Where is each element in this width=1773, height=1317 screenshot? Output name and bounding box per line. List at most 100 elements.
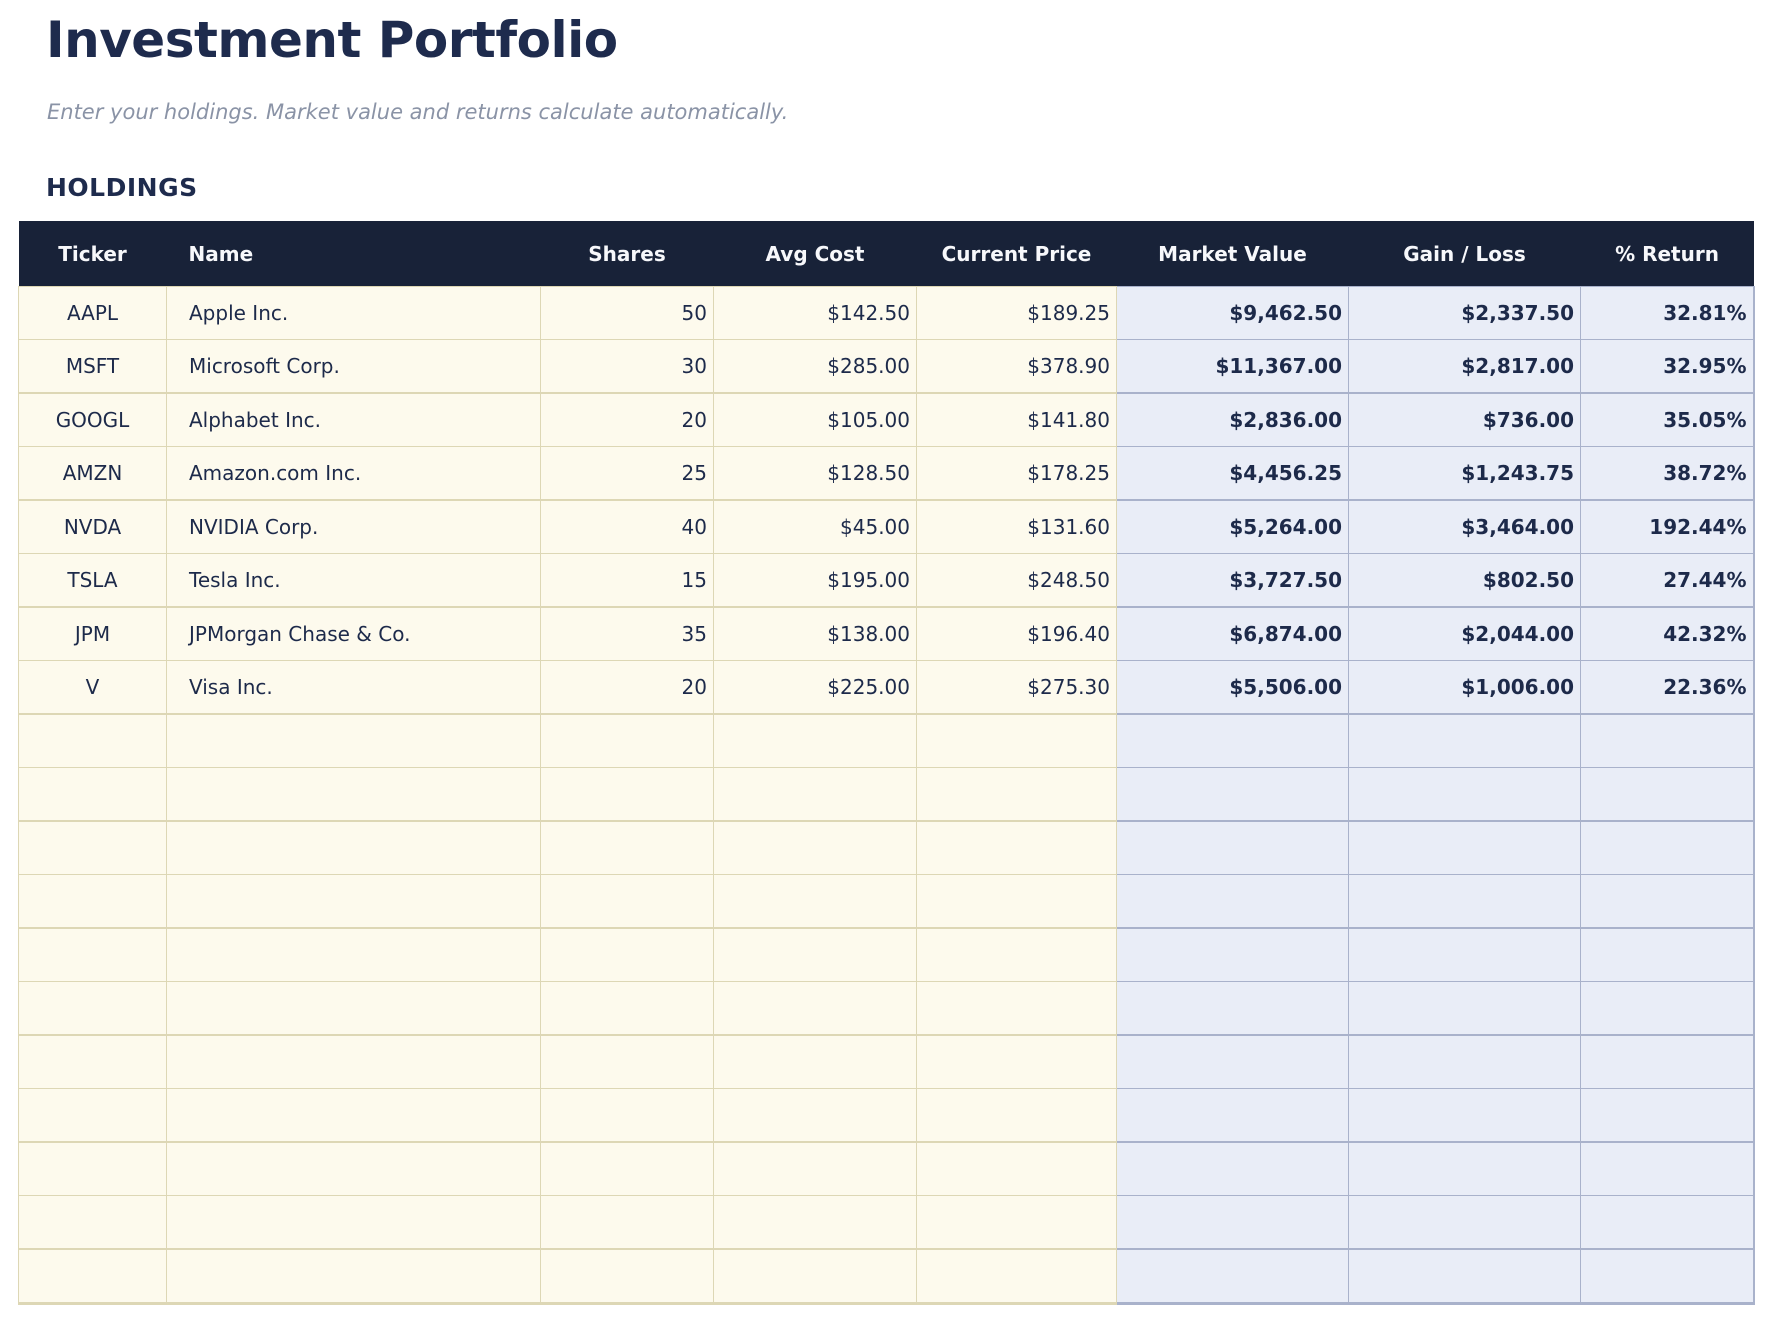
empty-cell-shares[interactable] — [540, 820, 714, 875]
cell-current-price[interactable]: $275.30 — [916, 660, 1117, 715]
empty-cell-avg-cost[interactable] — [713, 874, 917, 929]
cell-name[interactable]: NVIDIA Corp. — [166, 499, 541, 554]
empty-cell-current-price[interactable] — [916, 1141, 1117, 1196]
empty-cell-current-price[interactable] — [916, 767, 1117, 822]
empty-cell-shares[interactable] — [540, 1195, 714, 1250]
cell-ticker[interactable]: JPM — [18, 606, 167, 661]
empty-cell-current-price[interactable] — [916, 1088, 1117, 1143]
cell-name[interactable]: Apple Inc. — [166, 286, 541, 340]
cell-avg-cost[interactable]: $142.50 — [713, 286, 917, 340]
empty-cell-shares[interactable] — [540, 1034, 714, 1089]
empty-cell-avg-cost[interactable] — [713, 927, 917, 982]
cell-shares[interactable]: 15 — [540, 553, 714, 608]
cell-ticker[interactable]: AAPL — [18, 286, 167, 340]
empty-cell-avg-cost[interactable] — [713, 1088, 917, 1143]
cell-name[interactable]: Alphabet Inc. — [166, 392, 541, 447]
empty-cell-ticker[interactable] — [18, 713, 167, 768]
empty-cell-market-value — [1116, 1088, 1349, 1143]
cell-current-price[interactable]: $378.90 — [916, 339, 1117, 394]
empty-cell-current-price[interactable] — [916, 1034, 1117, 1089]
empty-cell-current-price[interactable] — [916, 927, 1117, 982]
cell-name[interactable]: JPMorgan Chase & Co. — [166, 606, 541, 661]
cell-name[interactable]: Tesla Inc. — [166, 553, 541, 608]
empty-cell-ticker[interactable] — [18, 767, 167, 822]
cell-name[interactable]: Visa Inc. — [166, 660, 541, 715]
empty-cell-name[interactable] — [166, 927, 541, 982]
empty-cell-name[interactable] — [166, 874, 541, 929]
empty-cell-shares[interactable] — [540, 1141, 714, 1196]
cell-shares[interactable]: 35 — [540, 606, 714, 661]
empty-cell-current-price[interactable] — [916, 820, 1117, 875]
cell-ticker[interactable]: MSFT — [18, 339, 167, 394]
cell-avg-cost[interactable]: $45.00 — [713, 499, 917, 554]
empty-cell-name[interactable] — [166, 1088, 541, 1143]
empty-cell-avg-cost[interactable] — [713, 1141, 917, 1196]
cell-name[interactable]: Microsoft Corp. — [166, 339, 541, 394]
empty-cell-avg-cost[interactable] — [713, 1195, 917, 1250]
empty-cell-name[interactable] — [166, 1034, 541, 1089]
empty-cell-shares[interactable] — [540, 1088, 714, 1143]
cell-current-price[interactable]: $178.25 — [916, 446, 1117, 501]
empty-cell-shares[interactable] — [540, 981, 714, 1036]
empty-cell-name[interactable] — [166, 713, 541, 768]
empty-cell-ticker[interactable] — [18, 927, 167, 982]
cell-shares[interactable]: 40 — [540, 499, 714, 554]
cell-shares[interactable]: 20 — [540, 392, 714, 447]
empty-cell-shares[interactable] — [540, 767, 714, 822]
cell-current-price[interactable]: $248.50 — [916, 553, 1117, 608]
cell-current-price[interactable]: $196.40 — [916, 606, 1117, 661]
empty-cell-name[interactable] — [166, 767, 541, 822]
empty-cell-ticker[interactable] — [18, 981, 167, 1036]
column-header-shares: Shares — [540, 221, 714, 287]
cell-avg-cost[interactable]: $225.00 — [713, 660, 917, 715]
empty-cell-ticker[interactable] — [18, 1034, 167, 1089]
empty-cell-ticker[interactable] — [18, 820, 167, 875]
empty-cell-name[interactable] — [166, 1195, 541, 1250]
empty-cell-shares[interactable] — [540, 713, 714, 768]
empty-cell-percent-return — [1580, 713, 1755, 768]
cell-ticker[interactable]: GOOGL — [18, 392, 167, 447]
empty-cell-name[interactable] — [166, 820, 541, 875]
empty-cell-current-price[interactable] — [916, 874, 1117, 929]
empty-cell-shares[interactable] — [540, 927, 714, 982]
empty-cell-avg-cost[interactable] — [713, 1248, 917, 1305]
empty-cell-avg-cost[interactable] — [713, 820, 917, 875]
cell-shares[interactable]: 20 — [540, 660, 714, 715]
cell-ticker[interactable]: AMZN — [18, 446, 167, 501]
cell-current-price[interactable]: $141.80 — [916, 392, 1117, 447]
cell-ticker[interactable]: NVDA — [18, 499, 167, 554]
empty-cell-name[interactable] — [166, 981, 541, 1036]
cell-avg-cost[interactable]: $105.00 — [713, 392, 917, 447]
empty-cell-current-price[interactable] — [916, 713, 1117, 768]
empty-cell-ticker[interactable] — [18, 874, 167, 929]
empty-cell-shares[interactable] — [540, 874, 714, 929]
empty-cell-ticker[interactable] — [18, 1141, 167, 1196]
cell-shares[interactable]: 25 — [540, 446, 714, 501]
empty-cell-avg-cost[interactable] — [713, 713, 917, 768]
cell-shares[interactable]: 30 — [540, 339, 714, 394]
empty-cell-ticker[interactable] — [18, 1088, 167, 1143]
cell-current-price[interactable]: $131.60 — [916, 499, 1117, 554]
empty-cell-current-price[interactable] — [916, 1248, 1117, 1305]
cell-avg-cost[interactable]: $138.00 — [713, 606, 917, 661]
empty-cell-name[interactable] — [166, 1248, 541, 1305]
cell-shares[interactable]: 50 — [540, 286, 714, 340]
empty-cell-current-price[interactable] — [916, 1195, 1117, 1250]
cell-avg-cost[interactable]: $128.50 — [713, 446, 917, 501]
empty-cell-ticker[interactable] — [18, 1195, 167, 1250]
cell-name[interactable]: Amazon.com Inc. — [166, 446, 541, 501]
cell-avg-cost[interactable]: $285.00 — [713, 339, 917, 394]
cell-avg-cost[interactable]: $195.00 — [713, 553, 917, 608]
empty-row — [18, 713, 1755, 768]
cell-percent-return: 42.32% — [1580, 606, 1755, 661]
empty-cell-avg-cost[interactable] — [713, 767, 917, 822]
empty-cell-avg-cost[interactable] — [713, 1034, 917, 1089]
empty-cell-current-price[interactable] — [916, 981, 1117, 1036]
empty-cell-avg-cost[interactable] — [713, 981, 917, 1036]
cell-ticker[interactable]: V — [18, 660, 167, 715]
cell-ticker[interactable]: TSLA — [18, 553, 167, 608]
cell-current-price[interactable]: $189.25 — [916, 286, 1117, 340]
empty-cell-shares[interactable] — [540, 1248, 714, 1305]
empty-cell-ticker[interactable] — [18, 1248, 167, 1305]
empty-cell-name[interactable] — [166, 1141, 541, 1196]
